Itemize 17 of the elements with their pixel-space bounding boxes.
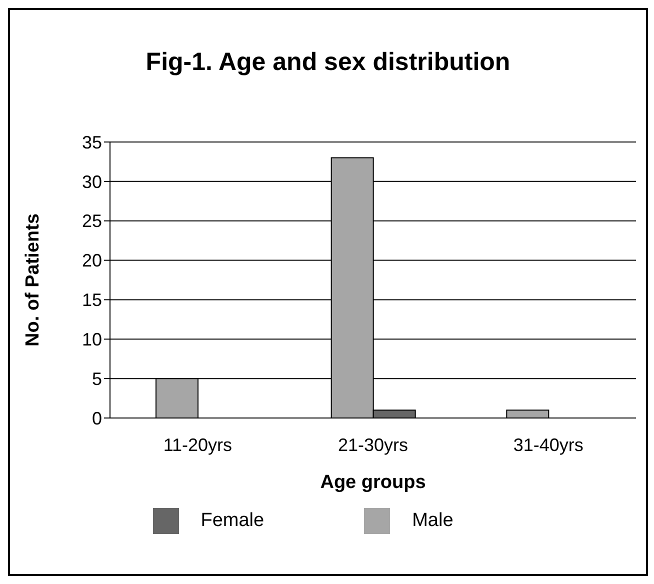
- y-axis-title: No. of Patients: [22, 213, 44, 347]
- x-axis-title: Age groups: [320, 472, 426, 493]
- x-tick-label: 21-30yrs: [338, 434, 408, 455]
- legend-label: Male: [412, 510, 454, 532]
- x-tick-label: 31-40yrs: [513, 434, 584, 455]
- bar: [506, 410, 550, 418]
- legend-label: Female: [200, 510, 264, 532]
- y-tick-label: 25: [82, 211, 102, 232]
- chart-title: Fig-1. Age and sex distribution: [144, 47, 512, 78]
- y-tick-label: 0: [92, 408, 102, 428]
- y-tick-label: 5: [92, 368, 102, 389]
- y-tick-label: 20: [82, 250, 102, 271]
- y-tick-label: 10: [82, 330, 102, 350]
- y-tick-label: 35: [82, 132, 102, 152]
- x-tick-label: 11-20yrs: [163, 434, 232, 455]
- y-tick-label: 30: [82, 172, 102, 192]
- y-tick-label: 15: [82, 290, 102, 310]
